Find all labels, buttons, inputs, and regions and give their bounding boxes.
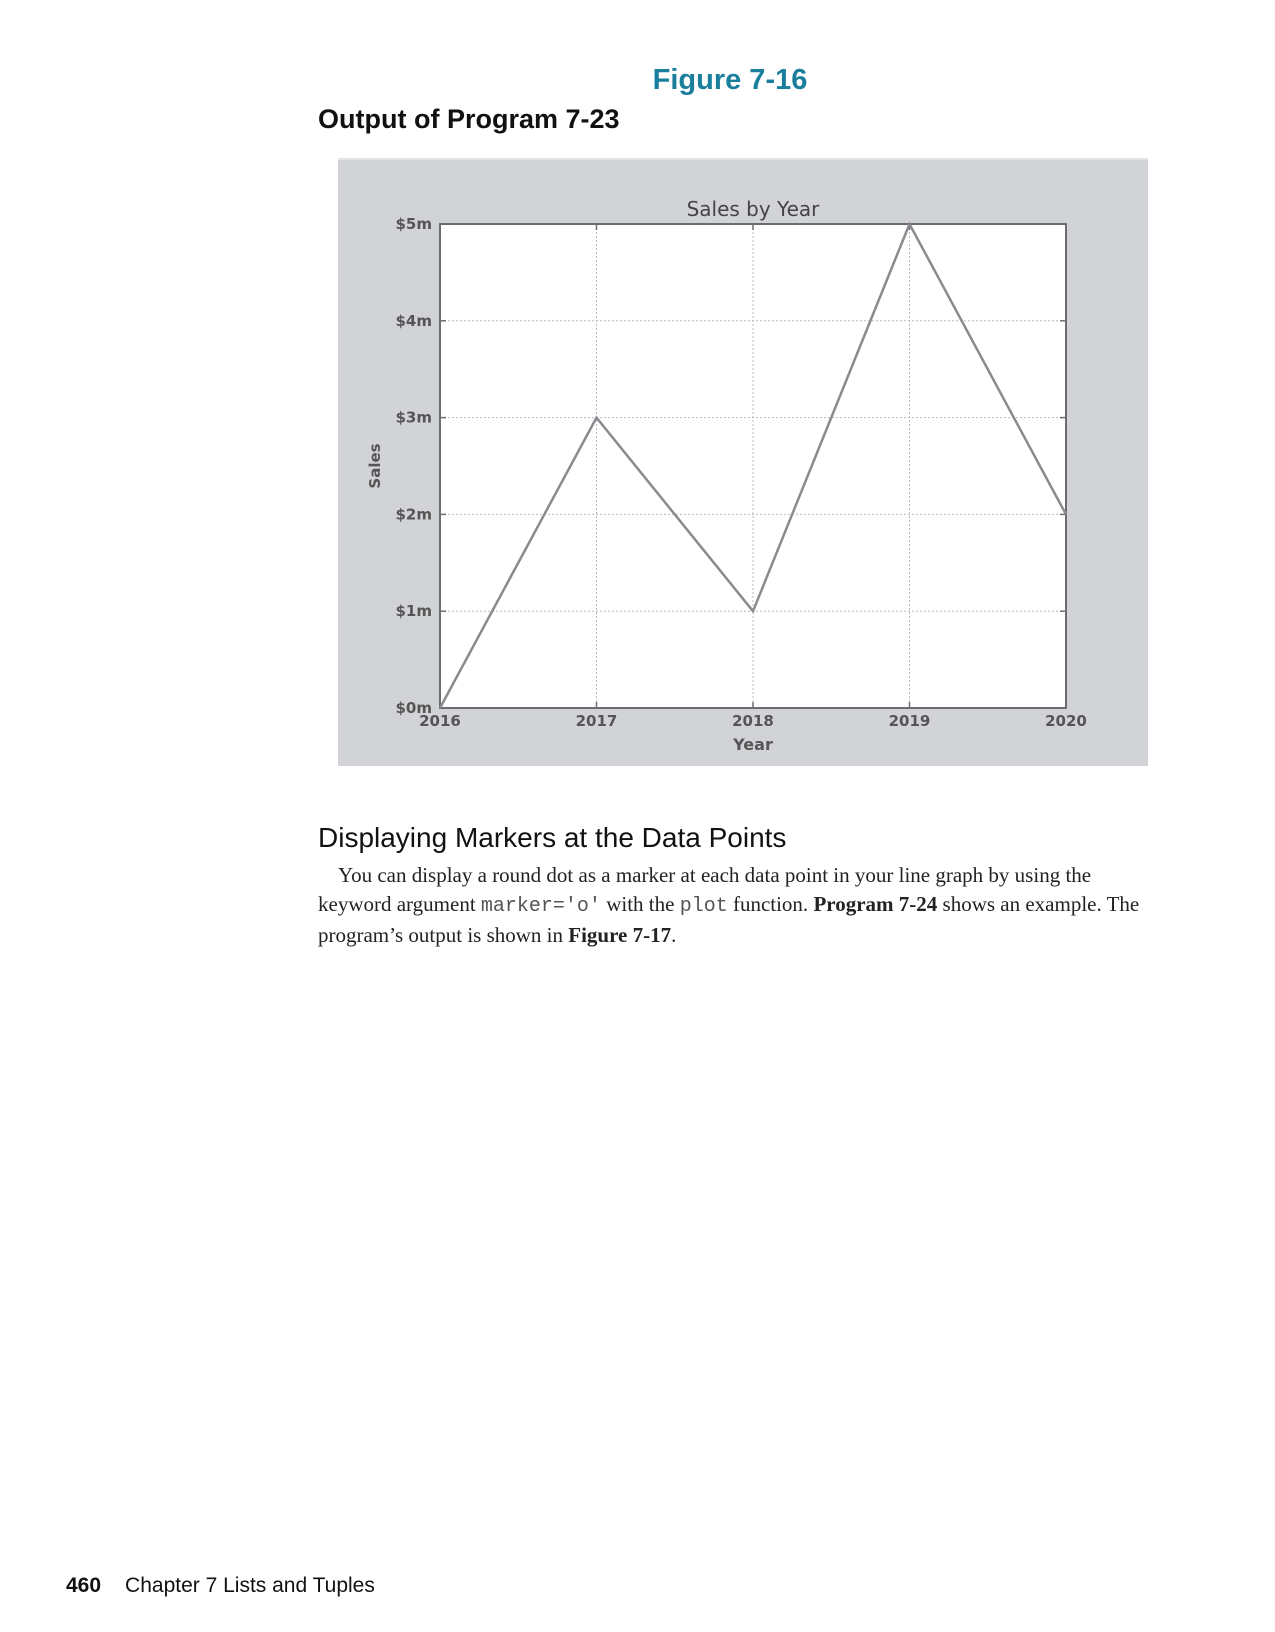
y-tick-label: $1m	[395, 602, 432, 620]
body-paragraph: You can display a round dot as a marker …	[318, 861, 1163, 950]
y-tick-label: $4m	[395, 312, 432, 330]
x-axis-label: Year	[732, 735, 773, 754]
paragraph-text: .	[671, 923, 677, 947]
section-heading: Displaying Markers at the Data Points	[318, 822, 787, 853]
chart-panel: $0m $1m $2m $3m $4m $5m 2016 2017 2018 2019 2020 Sa…	[338, 158, 1148, 766]
paragraph-text: shows an example. The program’s output i…	[318, 892, 1140, 947]
y-tick-label: $5m	[395, 215, 432, 233]
chapter-title: Chapter 7 Lists and Tuples	[125, 1574, 375, 1597]
figure-caption: Output of Program 7-23	[318, 104, 620, 134]
program-reference: Program 7-24	[813, 892, 938, 916]
figure-reference: Figure 7-17	[568, 923, 672, 947]
y-tick-label: $2m	[395, 505, 432, 523]
x-tick-label: 2016	[419, 712, 461, 730]
code-plot: plot	[679, 895, 728, 918]
page-footer: 460 Chapter 7 Lists and Tuples	[66, 1574, 375, 1598]
y-tick-label: $0m	[395, 699, 432, 717]
x-tick-label: 2020	[1045, 712, 1087, 730]
paragraph-text: function.	[727, 892, 814, 916]
x-tick-label: 2017	[576, 712, 618, 730]
code-marker-arg: marker='o'	[480, 895, 601, 918]
x-tick-label: 2019	[889, 712, 931, 730]
y-axis-label: Sales	[366, 443, 384, 488]
page-number: 460	[66, 1574, 102, 1597]
x-tick-label: 2018	[732, 712, 774, 730]
line-chart: $0m $1m $2m $3m $4m $5m 2016 2017 2018 2019 2020 Sa…	[366, 197, 1087, 754]
paragraph-text: You can display a round dot as a marker …	[318, 863, 1092, 916]
y-tick-label: $3m	[395, 409, 432, 427]
figure-label: Figure 7-16	[652, 64, 808, 96]
paragraph-text: with the	[600, 892, 680, 916]
chart-title: Sales by Year	[687, 197, 821, 221]
